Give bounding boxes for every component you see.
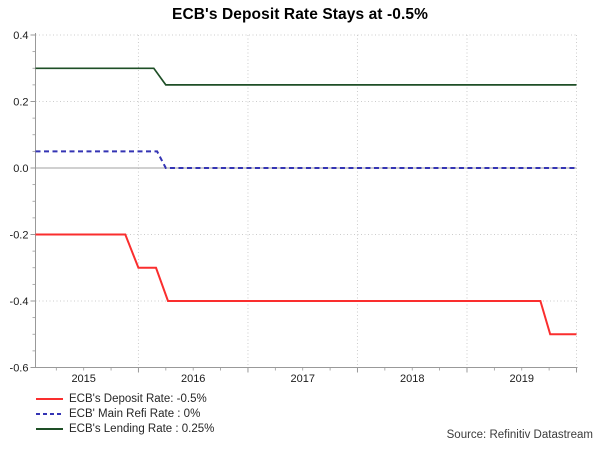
legend-line-sample-lending bbox=[36, 427, 63, 430]
svg-text:2016: 2016 bbox=[181, 373, 205, 385]
legend-line-sample-deposit bbox=[36, 397, 63, 400]
legend-label-main-refi-rate: ECB' Main Refi Rate : 0% bbox=[69, 407, 201, 420]
svg-text:-0.4: -0.4 bbox=[10, 296, 29, 308]
chart-title: ECB's Deposit Rate Stays at -0.5% bbox=[172, 6, 428, 23]
legend-line-sample-refi bbox=[36, 412, 63, 415]
legend-label-lending-rate: ECB's Lending Rate : 0.25% bbox=[69, 422, 215, 435]
legend: ECB's Deposit Rate: -0.5% ECB' Main Refi… bbox=[35, 391, 214, 436]
legend-label-deposit-rate: ECB's Deposit Rate: -0.5% bbox=[69, 392, 207, 405]
svg-text:2017: 2017 bbox=[290, 373, 314, 385]
source-credit: Source: Refinitiv Datastream bbox=[446, 429, 593, 441]
svg-text:2018: 2018 bbox=[400, 373, 424, 385]
svg-text:-0.6: -0.6 bbox=[10, 362, 29, 374]
legend-item-lending-rate: ECB's Lending Rate : 0.25% bbox=[35, 421, 214, 436]
svg-text:-0.2: -0.2 bbox=[10, 229, 29, 241]
legend-item-deposit-rate: ECB's Deposit Rate: -0.5% bbox=[35, 391, 214, 406]
svg-text:0.2: 0.2 bbox=[13, 96, 28, 108]
svg-text:2015: 2015 bbox=[71, 373, 95, 385]
svg-text:0.0: 0.0 bbox=[13, 163, 28, 175]
legend-item-main-refi-rate: ECB' Main Refi Rate : 0% bbox=[35, 406, 214, 421]
svg-text:2019: 2019 bbox=[510, 373, 534, 385]
svg-text:0.4: 0.4 bbox=[13, 30, 28, 42]
